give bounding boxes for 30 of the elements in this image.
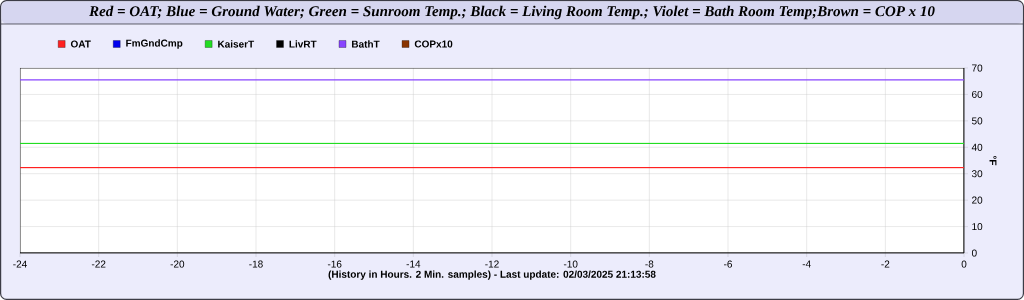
y-tick-label: 10	[972, 223, 983, 231]
legend-label: LivRT	[289, 40, 317, 48]
legend-label: OAT	[70, 40, 91, 48]
legend-label: FmGndCmp	[126, 39, 183, 49]
x-tick-label: -22	[91, 260, 106, 268]
y-tick-label: 40	[971, 143, 983, 151]
legend-label: BathT	[352, 40, 380, 48]
x-tick-label: -14	[406, 260, 421, 268]
x-tick-label: -4	[802, 260, 811, 268]
x-tick-label: -20	[170, 260, 185, 268]
x-tick-label: -10	[563, 260, 578, 268]
x-tick-label: -16	[327, 260, 342, 268]
chart-title: Red = OAT; Blue = Ground Water; Green = Sunroom Temp.; Black = Living Room Temp.; Violet = Bath Room Temp;Brown = COP x 10	[89, 5, 935, 20]
y-tick-label: 30	[971, 170, 983, 178]
x-tick-label: -18	[249, 260, 263, 268]
y-tick-label: 20	[972, 196, 983, 204]
x-tick-label: -12	[485, 260, 499, 268]
x-tick-label: -2	[881, 260, 890, 268]
y-tick-label: 0	[971, 249, 977, 257]
x-tick-label: -8	[645, 260, 654, 268]
y-tick-label: 50	[971, 117, 983, 125]
legend-label: KaiserT	[218, 40, 255, 48]
y-axis-title: °F	[989, 155, 997, 166]
x-tick-label: -6	[724, 260, 733, 268]
y-tick-label: 60	[972, 90, 983, 98]
y-tick-label: 70	[972, 64, 983, 72]
legend-label: COPx10	[414, 40, 453, 48]
x-axis-title: (History in Hours. 2 Min. samples) - Last update: 02/03/2025 21:13:58	[328, 270, 656, 280]
x-tick-label: -24	[13, 260, 27, 268]
x-tick-label: 0	[961, 260, 967, 268]
